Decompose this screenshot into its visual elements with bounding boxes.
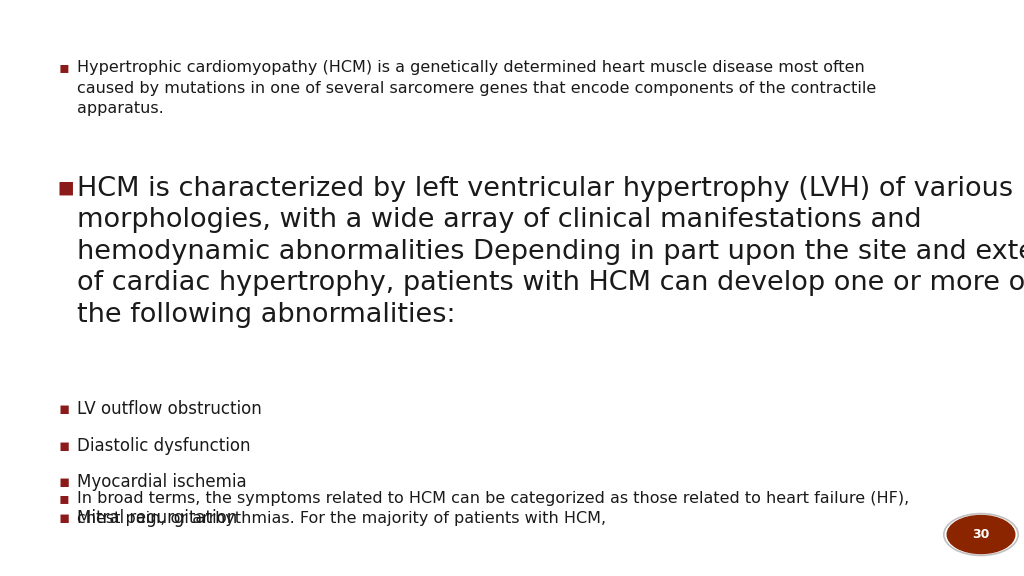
Text: Myocardial ischemia: Myocardial ischemia: [77, 473, 247, 491]
Text: ▪: ▪: [58, 60, 70, 75]
Text: Mitral regurgitation: Mitral regurgitation: [77, 509, 237, 527]
Text: HCM is characterized by left ventricular hypertrophy (LVH) of various
morphologi: HCM is characterized by left ventricular…: [77, 176, 1024, 328]
Text: ▪: ▪: [56, 176, 75, 202]
Text: LV outflow obstruction: LV outflow obstruction: [77, 400, 261, 418]
Text: ▪: ▪: [58, 473, 70, 491]
Text: Hypertrophic cardiomyopathy (HCM) is a genetically determined heart muscle disea: Hypertrophic cardiomyopathy (HCM) is a g…: [77, 60, 877, 116]
Text: In broad terms, the symptoms related to HCM can be categorized as those related : In broad terms, the symptoms related to …: [77, 491, 909, 526]
Text: ▪: ▪: [58, 491, 70, 506]
Text: ▪: ▪: [58, 437, 70, 454]
Circle shape: [947, 516, 1015, 554]
Circle shape: [942, 513, 1020, 556]
Text: ▪: ▪: [58, 509, 70, 527]
Text: 30: 30: [973, 528, 989, 541]
Text: Diastolic dysfunction: Diastolic dysfunction: [77, 437, 250, 454]
Text: ▪: ▪: [58, 400, 70, 418]
